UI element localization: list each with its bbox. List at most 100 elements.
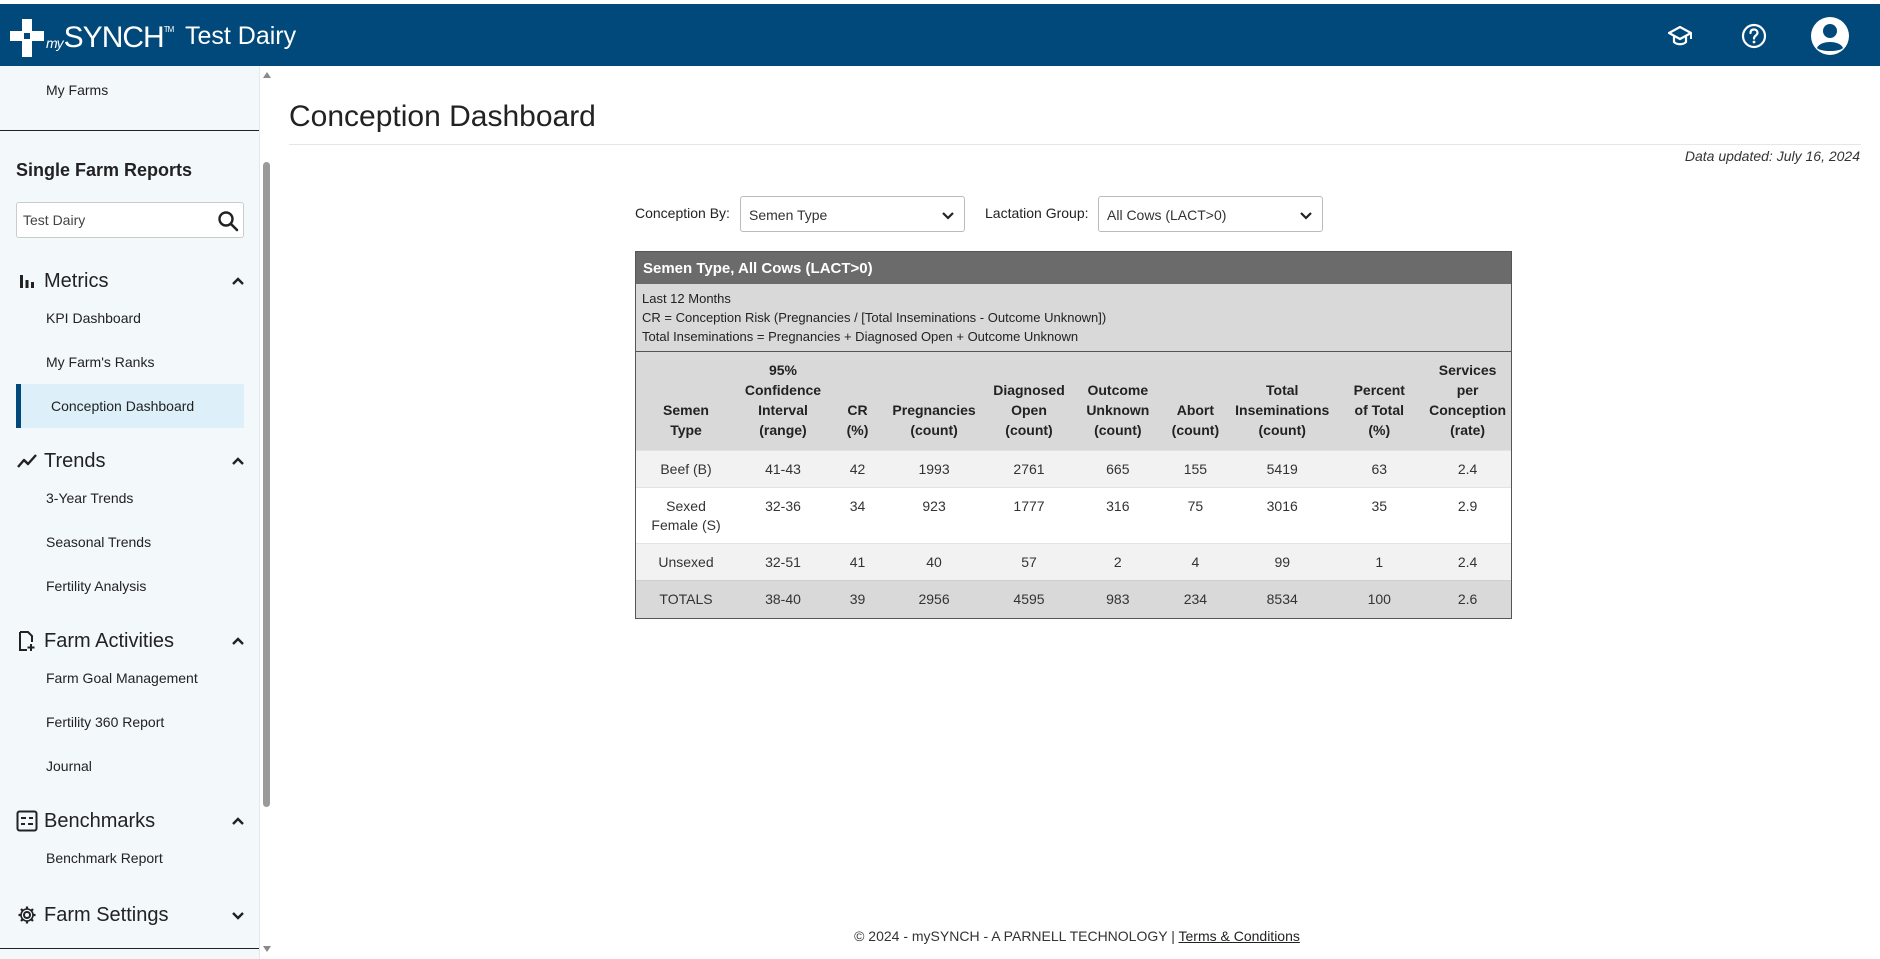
gear-icon — [16, 904, 38, 926]
report-notes: Last 12 Months CR = Conception Risk (Pre… — [636, 284, 1511, 352]
scroll-up-arrow-icon[interactable] — [263, 72, 271, 78]
help-circle-icon[interactable] — [1734, 16, 1774, 56]
report-note: Last 12 Months — [642, 291, 731, 306]
section-benchmarks[interactable]: Benchmarks — [16, 808, 246, 834]
table-cell: 2956 — [885, 580, 984, 618]
sidebar-item-kpi-dashboard[interactable]: KPI Dashboard — [46, 310, 141, 326]
table-cell: 39 — [829, 580, 886, 618]
column-header-line: (%) — [846, 422, 869, 438]
conception-by-value: Semen Type — [749, 207, 828, 223]
table-cell: 4595 — [983, 580, 1075, 618]
column-header-line: Interval — [758, 402, 808, 418]
report-title: Semen Type, All Cows (LACT>0) — [636, 252, 1511, 284]
logo-trademark: TM — [163, 25, 175, 34]
chevron-up-icon[interactable] — [230, 633, 246, 649]
lactation-group-select[interactable]: All Cows (LACT>0) — [1098, 196, 1323, 232]
column-header-line: (range) — [759, 422, 807, 438]
graduation-cap-icon[interactable] — [1660, 16, 1700, 56]
search-icon[interactable] — [217, 210, 239, 232]
table-cell: 34 — [829, 487, 886, 544]
column-header-line: per — [1456, 382, 1479, 398]
chevron-up-icon[interactable] — [230, 453, 246, 469]
totals-row: TOTALS 38-40 39 2956 4595 983 234 8534 100 2.6 — [636, 580, 1511, 618]
table-cell: 38-40 — [736, 580, 830, 618]
sidebar-scrollbar[interactable] — [260, 66, 274, 959]
mysynch-logo[interactable]: my SYNCH TM — [10, 16, 175, 60]
table-cell: 41 — [829, 543, 886, 581]
column-header-line: Diagnosed — [993, 382, 1065, 398]
sidebar: My Farms Single Farm Reports Metrics KPI… — [0, 66, 260, 959]
farm-search — [16, 202, 244, 238]
column-header-line: (count) — [1171, 422, 1220, 438]
farm-search-input[interactable] — [23, 203, 213, 237]
lactation-group-label: Lactation Group: — [985, 205, 1089, 221]
table-cell: 32-36 — [736, 487, 830, 544]
table-cell: 2 — [1074, 543, 1161, 581]
logo-cross-icon — [10, 19, 44, 57]
column-header-line: (count) — [1005, 422, 1053, 438]
row-label-cell: TOTALS — [636, 580, 737, 618]
table-cell: 99 — [1230, 543, 1335, 581]
column-header: Total Inseminations (count) — [1230, 352, 1335, 451]
column-header-line: (count) — [910, 422, 958, 438]
sidebar-item-farm-goal-management[interactable]: Farm Goal Management — [46, 670, 198, 686]
sidebar-item-fertility-analysis[interactable]: Fertility Analysis — [46, 578, 147, 594]
column-header: Percent of Total (%) — [1334, 352, 1425, 451]
table-cell: 41-43 — [736, 450, 830, 488]
data-updated-text: Data updated: July 16, 2024 — [1684, 148, 1860, 164]
sidebar-item-my-farms[interactable]: My Farms — [46, 82, 109, 98]
chevron-down-icon[interactable] — [230, 907, 246, 923]
conception-by-select[interactable]: Semen Type — [740, 196, 965, 232]
column-header-line: (rate) — [1450, 422, 1486, 438]
top-bar: my SYNCH TM Test Dairy — [0, 0, 1880, 66]
table-cell: 665 — [1074, 450, 1161, 488]
bar-chart-icon — [16, 270, 38, 292]
table-cell: 32-51 — [736, 543, 830, 581]
table-cell: 8534 — [1230, 580, 1335, 618]
sidebar-item-fertility-360-report[interactable]: Fertility 360 Report — [46, 714, 165, 730]
column-header: 95% Confidence Interval (range) — [736, 352, 830, 451]
table-row: Beef (B) 41-43 42 1993 2761 665 155 5419 63 2.4 — [636, 450, 1511, 488]
table-cell: 2.9 — [1424, 487, 1511, 544]
chevron-up-icon[interactable] — [230, 273, 246, 289]
table-cell: 1993 — [885, 450, 984, 488]
table-cell: 57 — [983, 543, 1075, 581]
section-farm-activities-label: Farm Activities — [44, 629, 175, 652]
sidebar-item-journal[interactable]: Journal — [46, 758, 92, 774]
sidebar-item-benchmark-report[interactable]: Benchmark Report — [46, 850, 163, 866]
column-header-line: (%) — [1368, 422, 1391, 438]
section-farm-settings-label: Farm Settings — [44, 903, 169, 926]
section-metrics[interactable]: Metrics — [16, 268, 246, 294]
chevron-down-icon — [1300, 212, 1312, 220]
logo-name: SYNCH — [63, 21, 165, 54]
conception-by-label: Conception By: — [635, 205, 730, 221]
section-trends[interactable]: Trends — [16, 448, 246, 474]
column-header-line: CR — [847, 402, 868, 418]
farm-title: Test Dairy — [185, 22, 297, 50]
document-add-icon — [16, 630, 38, 652]
scroll-down-arrow-icon[interactable] — [263, 946, 271, 952]
sidebar-item-conception-dashboard[interactable]: Conception Dashboard — [16, 384, 244, 428]
table-cell: 155 — [1160, 450, 1231, 488]
sidebar-item-farm-ranks[interactable]: My Farm's Ranks — [46, 354, 155, 370]
sidebar-item-3-year-trends[interactable]: 3-Year Trends — [46, 490, 134, 506]
section-farm-settings[interactable]: Farm Settings — [16, 902, 246, 928]
section-metrics-label: Metrics — [44, 269, 109, 292]
sidebar-divider — [0, 130, 259, 131]
sidebar-item-seasonal-trends[interactable]: Seasonal Trends — [46, 534, 152, 550]
chevron-up-icon[interactable] — [230, 813, 246, 829]
table-cell: 63 — [1334, 450, 1425, 488]
conception-report: Semen Type, All Cows (LACT>0) Last 12 Mo… — [635, 251, 1512, 619]
table-cell: 1 — [1334, 543, 1425, 581]
lactation-group-value: All Cows (LACT>0) — [1107, 207, 1227, 223]
report-note: Total Inseminations = Pregnancies + Diag… — [642, 329, 1079, 344]
terms-link[interactable]: Terms & Conditions — [1178, 928, 1300, 944]
row-label-cell: Beef (B) — [636, 450, 737, 488]
column-header: Abort (count) — [1160, 352, 1231, 451]
footer: © 2024 - mySYNCH - A PARNELL TECHNOLOGY … — [274, 928, 1880, 944]
user-account-icon[interactable] — [1808, 14, 1852, 58]
section-farm-activities[interactable]: Farm Activities — [16, 628, 246, 654]
scroll-thumb[interactable] — [263, 162, 270, 807]
column-header-line: of Total — [1354, 402, 1405, 418]
column-header-line: Confidence — [744, 382, 822, 398]
